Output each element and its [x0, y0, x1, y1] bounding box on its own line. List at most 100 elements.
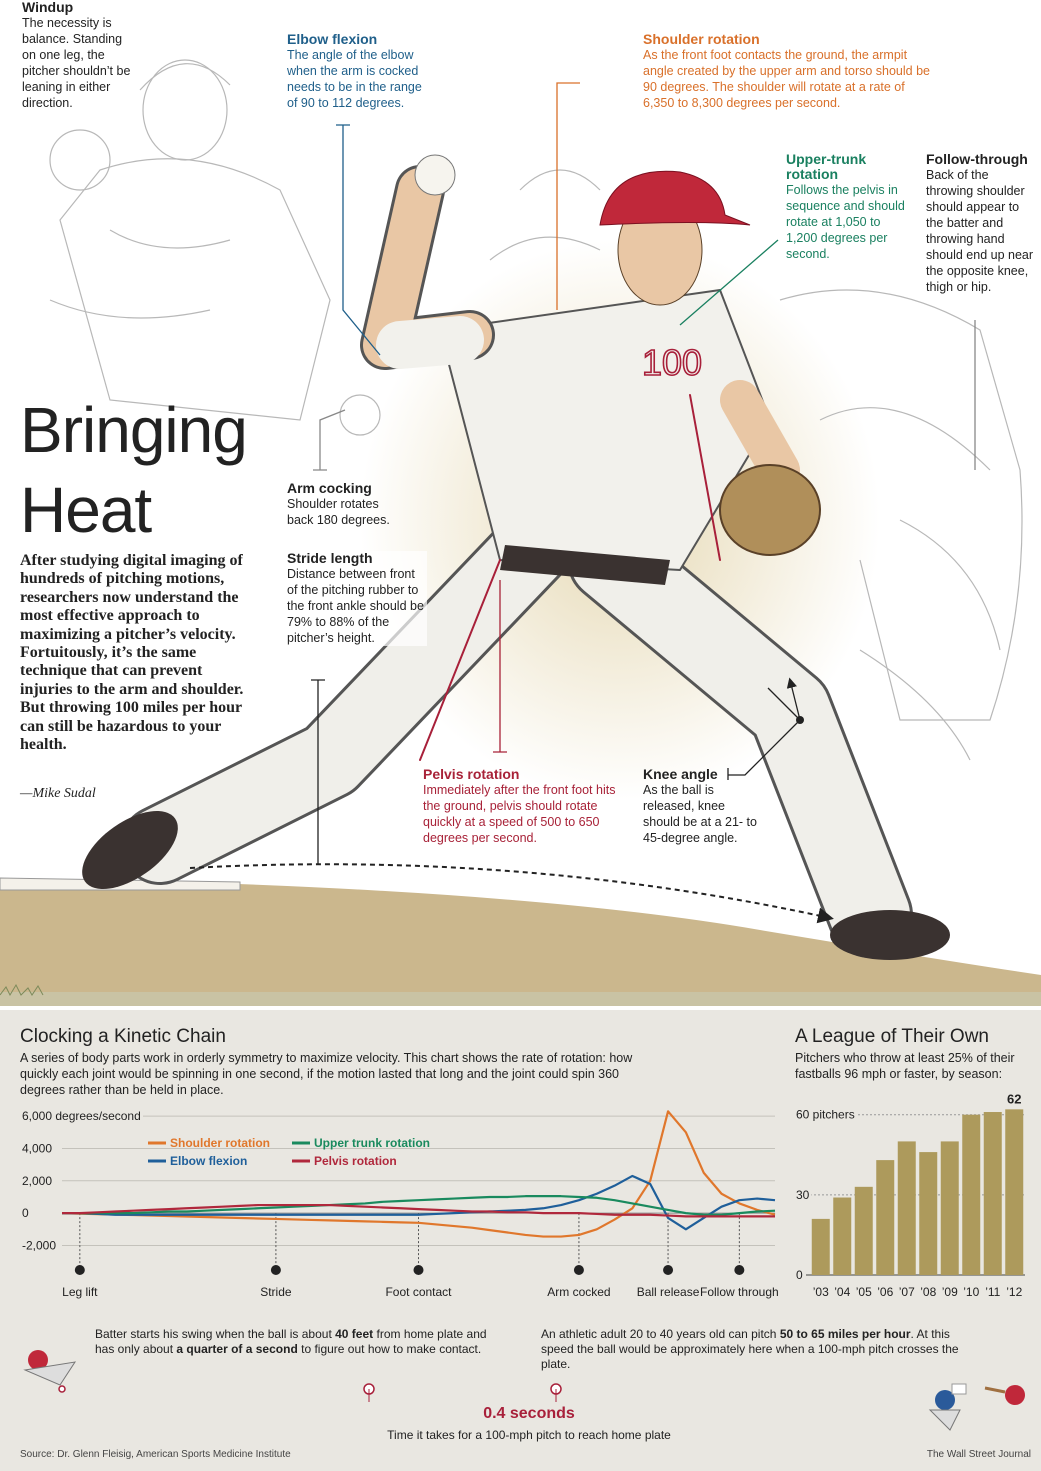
- text: from home plate and has only about: [95, 1327, 487, 1356]
- phase-icon: [663, 1265, 674, 1275]
- y-tick-label: 0: [22, 1206, 29, 1220]
- bar: [983, 1112, 1002, 1275]
- value-label: 62: [1007, 1091, 1021, 1106]
- text: 40 feet: [335, 1327, 374, 1341]
- x-tick-label: ’04: [834, 1285, 850, 1299]
- legend-label: Upper trunk rotation: [314, 1136, 430, 1150]
- note: Windup The necessity is balance. Standing…: [22, 0, 134, 111]
- charts: 6,000 degrees/second 4,000 2,000 0 -2,000 Leg…: [19, 1091, 1025, 1299]
- phase-icon: [74, 1265, 85, 1275]
- phase-icon: [734, 1265, 745, 1275]
- phase-icon: [270, 1265, 281, 1275]
- leaders: [189, 82, 976, 924]
- note: Stride length Distance between front of t…: [287, 551, 427, 646]
- series-line: [62, 1174, 776, 1231]
- y-tick-label: 2,000: [22, 1174, 52, 1188]
- y-tick-label: 60 pitchers: [796, 1108, 855, 1122]
- note-heading: Elbow flexion: [287, 31, 378, 47]
- intro: After studying digital imaging of hundre…: [20, 552, 244, 754]
- grass: [0, 992, 1041, 1006]
- legend-label: Elbow flexion: [170, 1154, 247, 1168]
- note: Upper-trunk rotation Follows the pelvis i…: [786, 152, 910, 262]
- note: Pelvis rotation Immediately after the fro…: [423, 767, 619, 846]
- y-tick-label: 30: [796, 1188, 810, 1202]
- note: Elbow flexion The angle of the elbow when…: [287, 32, 435, 111]
- cap: [599, 170, 751, 226]
- timeline-note: Batter starts his swing when the ball is…: [95, 1327, 495, 1357]
- x-tick-label: ’06: [877, 1285, 893, 1299]
- note-body: The angle of the elbow when the arm is c…: [287, 48, 422, 110]
- bar: [876, 1160, 895, 1275]
- note-body: Immediately after the front foot hits th…: [423, 783, 616, 845]
- x-tick-label: ’07: [899, 1285, 915, 1299]
- series-line: [61, 1110, 776, 1238]
- time-caption: Time it takes for a 100-mph pitch to rea…: [387, 1428, 671, 1442]
- text: a quarter of a second: [176, 1342, 298, 1356]
- note-body: As the ball is released, knee should be …: [643, 783, 757, 845]
- text: to figure out how to make contact.: [297, 1342, 482, 1356]
- shoe: [82, 810, 178, 890]
- time-value: 0.4 seconds: [483, 1405, 575, 1422]
- note-body: The necessity is balance. Standing on on…: [22, 16, 131, 110]
- byline: —Mike Sudal: [20, 786, 96, 801]
- x-tick-label: ’11: [985, 1285, 1000, 1299]
- phase-icon: [573, 1265, 584, 1275]
- note-heading: Knee angle: [643, 766, 718, 782]
- legend-label: Pelvis rotation: [314, 1154, 397, 1168]
- bar: [833, 1197, 852, 1275]
- note-heading: Shoulder rotation: [643, 31, 760, 47]
- note-heading: Upper-trunk rotation: [786, 151, 867, 182]
- bar: [919, 1152, 938, 1275]
- title: Bringing Heat: [20, 394, 248, 546]
- source: Source: Dr. Glenn Fleisig, American Spor…: [20, 1449, 291, 1460]
- x-tick-label: ’10: [963, 1285, 979, 1299]
- y-tick-label: 0: [796, 1268, 803, 1282]
- note: Shoulder rotation As the front foot conta…: [643, 32, 935, 111]
- sketch: [49, 59, 1023, 761]
- glove: [719, 464, 821, 556]
- note-heading: Follow-through: [926, 151, 1028, 167]
- note-body: Distance between front of the pitching r…: [287, 567, 424, 645]
- x-tick-label: ’12: [1006, 1285, 1022, 1299]
- phase-icon: [413, 1265, 424, 1275]
- timeline-ticks: [368, 1389, 557, 1402]
- note: Arm cocking Shoulder rotates back 180 deg…: [287, 481, 402, 528]
- y-tick-label: 6,000 degrees/second: [22, 1109, 141, 1123]
- chart-title: Clocking a Kinetic Chain: [20, 1026, 226, 1047]
- y-tick-label: 4,000: [22, 1141, 52, 1155]
- x-tick-label: ’08: [920, 1285, 936, 1299]
- series-line: [62, 1195, 776, 1216]
- bar: [940, 1141, 959, 1275]
- shoe: [830, 910, 950, 960]
- y-tick-label: -2,000: [22, 1238, 56, 1252]
- chart-subtitle: Pitchers who throw at least 25% of their…: [795, 1051, 1015, 1081]
- chart-title: A League of Their Own: [795, 1026, 989, 1047]
- chart-subtitle: A series of body parts work in orderly s…: [20, 1051, 633, 1097]
- x-tick-label: Arm cocked: [547, 1285, 610, 1299]
- x-tick-label: Ball release: [637, 1285, 700, 1299]
- bar: [962, 1114, 981, 1275]
- note-body: Back of the throwing shoulder should app…: [926, 168, 1034, 294]
- x-tick-label: ’05: [856, 1285, 872, 1299]
- note-heading: Windup: [22, 0, 74, 15]
- x-tick-label: Stride: [260, 1285, 292, 1299]
- note-body: As the front foot contacts the ground, t…: [643, 48, 930, 110]
- credit: The Wall Street Journal: [926, 1449, 1031, 1460]
- grass-blades: [0, 983, 44, 997]
- note-heading: Stride length: [287, 550, 373, 566]
- text: . At this speed the ball would be approx…: [541, 1327, 959, 1371]
- bar: [897, 1141, 916, 1275]
- timeline-figures: [23, 1350, 1025, 1431]
- note: Knee angle As the ball is released, knee …: [643, 767, 761, 846]
- bar: [854, 1186, 873, 1275]
- bar: [811, 1218, 830, 1275]
- series-line: [62, 1203, 775, 1218]
- mound: [0, 878, 1041, 1000]
- bar: [1005, 1109, 1024, 1275]
- x-tick-label: ’03: [813, 1285, 829, 1299]
- note-heading: Pelvis rotation: [423, 766, 520, 782]
- x-tick-label: Leg lift: [62, 1285, 98, 1299]
- ball: [414, 154, 456, 196]
